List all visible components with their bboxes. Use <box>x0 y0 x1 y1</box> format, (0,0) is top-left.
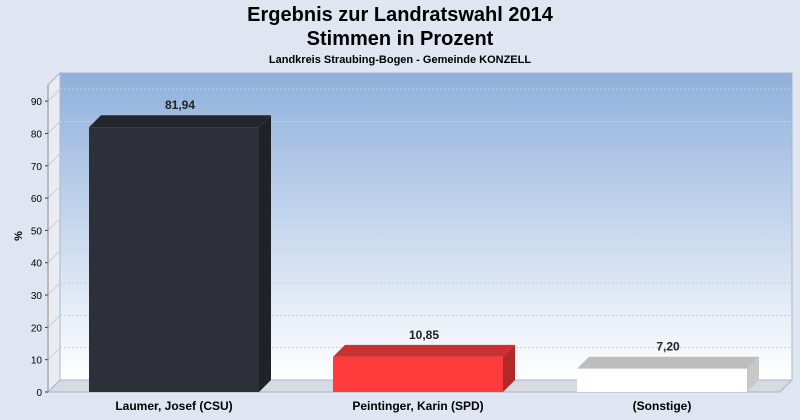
y-tick-label: 80 <box>31 129 43 140</box>
chart-subtitle: Stimmen in Prozent <box>306 28 494 50</box>
gridline-side <box>47 121 61 134</box>
y-axis-label: % <box>13 231 25 241</box>
gridline-side <box>47 88 61 102</box>
bar-top <box>333 344 515 357</box>
plot-side-wall <box>47 71 61 394</box>
x-tick-label: (Sonstige) <box>633 399 692 413</box>
bar-side <box>503 344 515 392</box>
gridline-side <box>47 185 61 199</box>
bar <box>577 368 747 392</box>
y-tick-label: 60 <box>31 194 43 205</box>
gridline-side <box>47 153 61 167</box>
y-tick-label: 70 <box>31 162 43 173</box>
bar <box>89 127 259 393</box>
data-label: 81,94 <box>165 98 195 112</box>
chart-title: Ergebnis zur Landratswahl 2014 <box>247 4 553 26</box>
gridline-side <box>47 250 61 264</box>
x-tick-label: Laumer, Josef (CSU) <box>115 399 232 413</box>
gridline-side <box>47 218 61 231</box>
gridline-side <box>47 347 61 361</box>
y-tick-label: 0 <box>36 388 42 399</box>
gridline-side <box>47 282 61 296</box>
y-tick-label: 40 <box>31 259 43 270</box>
data-label: 10,85 <box>409 328 439 342</box>
gridline-side <box>47 315 61 328</box>
y-tick-label: 20 <box>31 323 43 334</box>
bar-side <box>747 356 759 392</box>
y-tick-label: 50 <box>31 226 43 237</box>
data-label: 7,20 <box>656 340 680 354</box>
y-tick-label: 10 <box>31 356 43 367</box>
chart-subsubtitle: Landkreis Straubing-Bogen - Gemeinde KON… <box>268 54 532 66</box>
bar-top <box>89 115 271 128</box>
bar-side <box>259 115 271 393</box>
x-tick-label: Peintinger, Karin (SPD) <box>352 399 483 413</box>
bar <box>333 356 503 392</box>
y-tick-label: 30 <box>31 291 43 302</box>
y-tick-label: 90 <box>31 97 43 108</box>
bar-top <box>577 356 759 369</box>
